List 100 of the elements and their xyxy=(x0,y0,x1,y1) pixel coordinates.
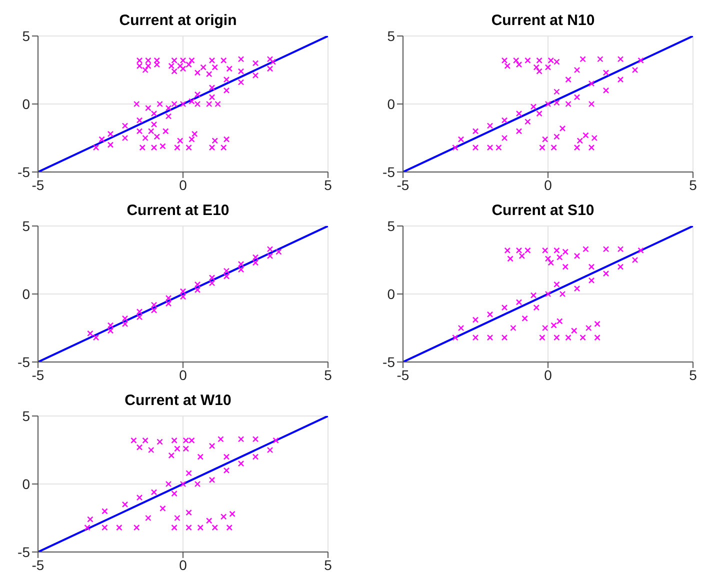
y-tick-label: -5 xyxy=(18,164,30,180)
point xyxy=(542,324,548,332)
y-tick-label: 0 xyxy=(387,96,396,112)
y-tick-label: 0 xyxy=(387,286,396,302)
point xyxy=(522,315,528,322)
point xyxy=(574,94,580,100)
point xyxy=(486,311,494,318)
point xyxy=(180,480,186,488)
point xyxy=(574,66,580,74)
point xyxy=(632,66,638,74)
point xyxy=(597,56,604,62)
point xyxy=(574,252,580,260)
point xyxy=(208,274,216,281)
point xyxy=(574,144,580,151)
point xyxy=(452,334,458,341)
point xyxy=(571,328,578,334)
point xyxy=(194,286,201,294)
point xyxy=(160,505,166,512)
point xyxy=(562,248,568,255)
point xyxy=(632,256,638,264)
y-tick-label: 5 xyxy=(387,218,396,234)
point xyxy=(536,110,542,117)
point xyxy=(272,437,279,444)
point xyxy=(130,437,137,444)
point xyxy=(582,246,589,252)
point xyxy=(516,110,522,117)
point xyxy=(524,247,531,254)
point xyxy=(171,524,178,531)
point xyxy=(550,144,557,151)
point xyxy=(576,138,583,144)
point xyxy=(591,134,598,142)
point xyxy=(134,524,140,531)
point xyxy=(496,144,502,151)
point xyxy=(186,524,192,531)
point xyxy=(504,62,510,70)
point xyxy=(565,76,572,83)
point xyxy=(87,330,94,337)
point xyxy=(150,307,158,314)
point xyxy=(136,444,143,450)
point xyxy=(122,501,128,508)
point xyxy=(194,281,201,288)
x-tick-label: 5 xyxy=(324,556,332,573)
point xyxy=(107,328,114,334)
point xyxy=(638,57,644,64)
point xyxy=(516,247,522,254)
point xyxy=(617,246,624,252)
point xyxy=(180,294,186,300)
point xyxy=(208,442,216,450)
point xyxy=(229,510,236,518)
point xyxy=(174,514,180,522)
point xyxy=(586,324,592,332)
y-tick-label: 5 xyxy=(22,408,30,424)
y-tick-label: 5 xyxy=(22,218,30,234)
point xyxy=(197,454,204,460)
point xyxy=(165,480,172,488)
x-tick-label: 5 xyxy=(689,366,698,383)
point xyxy=(510,324,516,332)
y-tick-label: -5 xyxy=(382,164,396,180)
point xyxy=(458,136,464,142)
point xyxy=(580,334,586,341)
x-tick-label: 5 xyxy=(324,366,332,383)
point xyxy=(544,100,552,108)
point xyxy=(238,266,244,273)
point xyxy=(223,268,230,274)
point xyxy=(168,452,174,459)
x-tick-label: 0 xyxy=(179,556,188,573)
point xyxy=(171,437,178,444)
point xyxy=(252,436,259,442)
y-tick-label: 5 xyxy=(22,28,30,44)
point xyxy=(238,260,244,268)
point xyxy=(486,122,494,129)
point xyxy=(136,494,143,501)
point xyxy=(220,514,227,520)
point xyxy=(539,144,546,151)
point xyxy=(208,476,216,484)
point xyxy=(501,117,508,124)
point xyxy=(156,438,163,445)
x-tick-label: 0 xyxy=(179,366,188,383)
point xyxy=(516,299,522,306)
x-tick-label: 5 xyxy=(689,176,698,193)
point xyxy=(171,490,178,497)
point xyxy=(548,260,554,266)
point xyxy=(223,454,230,460)
point xyxy=(539,334,546,341)
point xyxy=(544,64,552,70)
x-tick-label: 5 xyxy=(324,176,332,193)
point xyxy=(122,315,128,322)
point xyxy=(102,524,108,531)
point xyxy=(617,264,624,270)
point xyxy=(507,256,514,262)
point xyxy=(638,247,644,254)
y-tick-label: 5 xyxy=(387,28,396,44)
point xyxy=(504,247,510,254)
point xyxy=(588,80,595,87)
point xyxy=(212,524,218,531)
point xyxy=(148,446,154,454)
point xyxy=(594,334,600,341)
point xyxy=(486,144,494,151)
point xyxy=(206,518,212,524)
point xyxy=(554,247,560,254)
